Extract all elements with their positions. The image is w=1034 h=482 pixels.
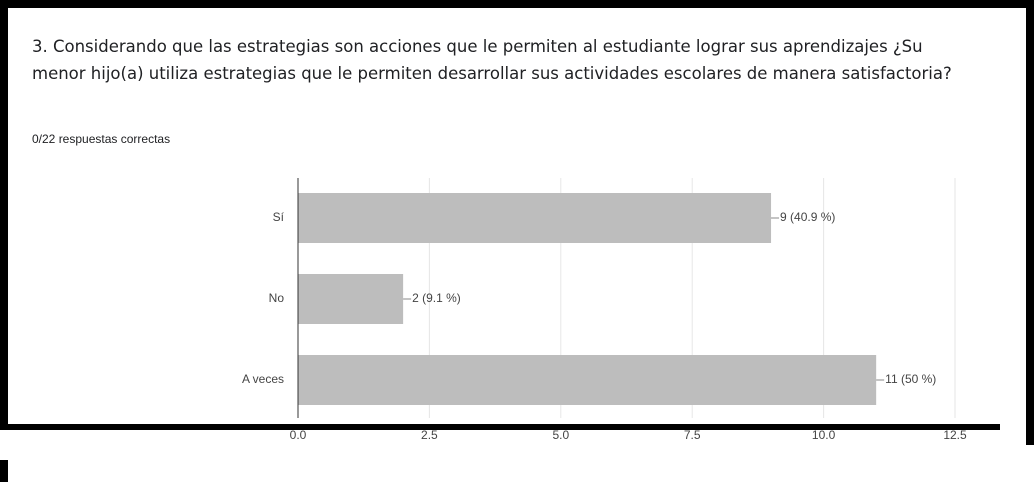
border-left bbox=[0, 0, 8, 430]
x-tick-label: 0.0 bbox=[290, 428, 307, 442]
y-tick-label: No bbox=[269, 291, 285, 305]
bar bbox=[298, 274, 404, 324]
x-tick-label: 7.5 bbox=[684, 428, 701, 442]
x-tick-label: 12.5 bbox=[943, 428, 967, 442]
value-label: 2 (9.1 %) bbox=[412, 291, 461, 305]
border-top bbox=[0, 0, 1034, 8]
border-bottom bbox=[0, 424, 1000, 430]
border-stub bbox=[0, 460, 8, 482]
plot: 0.0 2.5 5.0 7.5 10.0 12.5 Sí 9 (40.9 %) No 2 (9.1… bbox=[242, 178, 967, 442]
chart-subtitle: 0/22 respuestas correctas bbox=[32, 132, 171, 146]
x-tick-label: 10.0 bbox=[812, 428, 836, 442]
bar bbox=[298, 193, 772, 243]
chart-title: 3. Considerando que las estrategias son … bbox=[32, 37, 952, 83]
y-tick-label: Sí bbox=[273, 210, 285, 224]
x-tick-label: 2.5 bbox=[421, 428, 438, 442]
value-label: 9 (40.9 %) bbox=[780, 210, 835, 224]
bar bbox=[298, 355, 877, 405]
x-tick-label: 5.0 bbox=[552, 428, 569, 442]
border-right bbox=[1026, 0, 1034, 445]
y-tick-label: A veces bbox=[242, 372, 284, 386]
value-label: 11 (50 %) bbox=[885, 372, 936, 386]
